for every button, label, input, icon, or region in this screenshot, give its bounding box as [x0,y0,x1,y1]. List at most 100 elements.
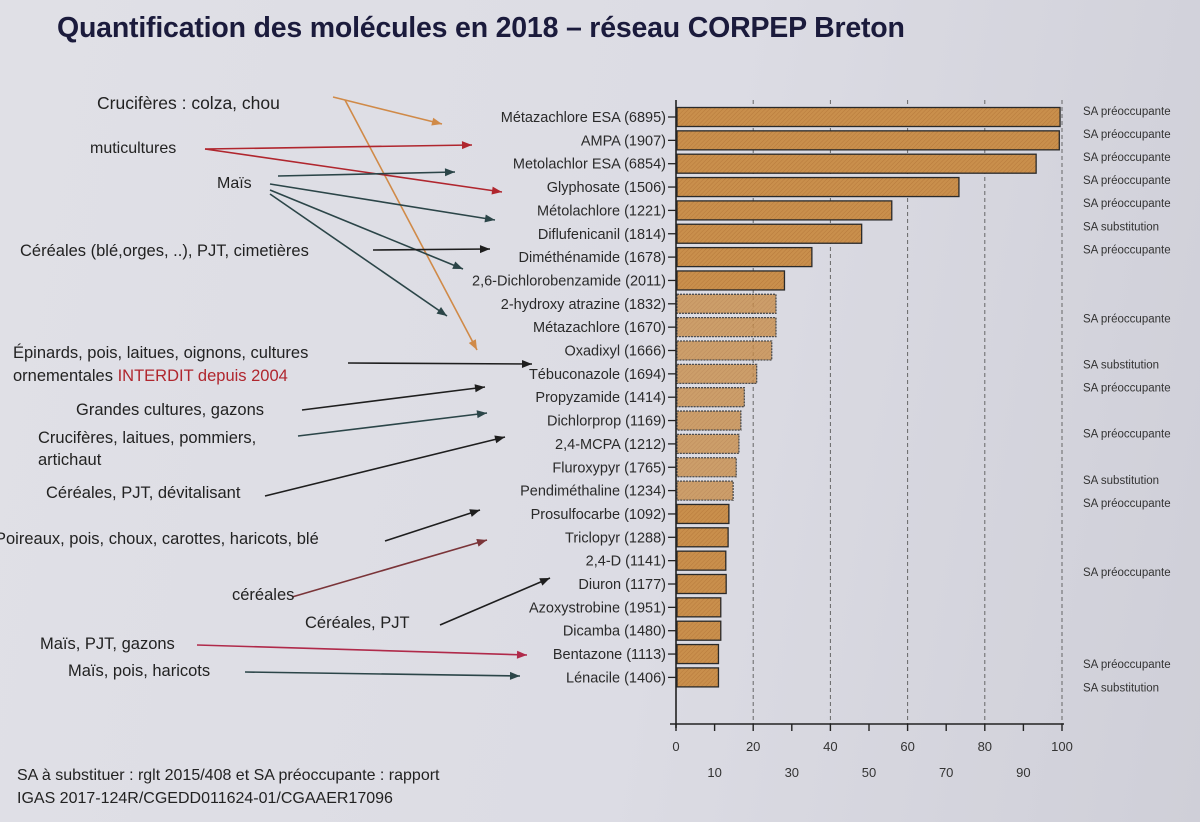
annotation-label: Maïs, PJT, gazons [40,635,175,653]
bar [676,433,740,455]
arrowhead-icon [521,359,532,368]
annotation-label: Céréales, PJT [305,614,410,632]
bar [676,153,1037,174]
annotation-line: ornementales INTERDIT depuis 2004 [13,365,308,388]
category-label: Diméthénamide (1678) [519,250,667,266]
arrow-line [204,144,473,150]
x-tick-label: 20 [746,739,760,754]
annotation-label: muticultures [90,140,177,157]
arrow-line [244,671,521,677]
category-label: Glyphosate (1506) [547,180,666,196]
bar [676,106,1061,128]
annotation-label: Maïs, pois, haricots [68,662,211,680]
bar [676,597,722,618]
bar [676,340,773,361]
arrow-line [372,248,491,251]
category-label: Métazachlore (1670) [533,320,666,336]
category-label: Bentazone (1113) [553,647,666,663]
arrow-line [347,362,533,365]
x-tick-label: 40 [823,739,837,754]
status-note: SA préoccupante [1083,198,1171,210]
x-tick-label: 80 [978,739,992,754]
category-label: Dicamba (1480) [563,624,666,640]
category-label: Lénacile (1406) [566,670,666,686]
category-label: Tébuconazole (1694) [529,367,666,383]
arrowhead-icon [494,435,505,444]
bar [676,573,727,595]
category-label: 2-hydroxy atrazine (1832) [501,297,666,313]
status-note: SA préoccupante [1083,244,1171,256]
arrow-line [344,99,478,351]
arrow-line [301,386,486,411]
arrowhead-icon [468,339,477,350]
bar [676,550,727,571]
category-label: 2,4-D (1141) [586,554,666,570]
category-label: Prosulfocarbe (1092) [531,507,666,523]
bar [676,620,722,641]
bar [676,527,729,548]
annotation-text: ornementales [13,367,118,385]
arrow-line [277,171,456,177]
bar [676,200,893,221]
bar [676,293,777,314]
status-note: SA préoccupante [1083,106,1171,118]
bar [676,316,777,338]
category-label: Oxadixyl (1666) [564,344,666,360]
bar [676,130,1060,151]
x-tick-label: 100 [1051,739,1073,754]
annotation-label: Crucifères, laitues, pommiers, artichaut [38,427,256,471]
x-tick-label: 50 [862,765,876,780]
category-label: 2,6-Dichlorobenzamide (2011) [472,273,666,289]
status-note: SA substitution [1083,360,1159,372]
arrow-line [291,539,488,598]
arrowhead-icon [509,671,520,680]
bar [676,410,742,431]
annotation-label: Maïs [217,175,252,192]
category-label: Métolachlore (1221) [537,203,666,219]
arrowhead-icon [461,141,472,150]
status-note: SA substitution [1083,221,1159,233]
status-note: SA préoccupante [1083,383,1171,395]
arrow-line [384,509,481,542]
arrowhead-icon [479,245,490,254]
category-label: Diuron (1177) [578,577,666,593]
arrow-line [204,148,503,193]
annotation-line: Épinards, pois, laitues, oignons, cultur… [13,344,309,362]
annotation-label: Crucifères : colza, chou [97,93,280,113]
annotation-warning: INTERDIT depuis 2004 [117,367,288,385]
annotation-label: Grandes cultures, gazons [76,401,265,419]
x-tick-label: 60 [900,739,914,754]
bar [676,387,745,408]
bar [676,363,758,385]
x-tick-label: 30 [785,765,799,780]
arrow-line [269,193,448,317]
x-tick-label: 90 [1016,765,1030,780]
source-line-1: SA à substituer : rglt 2015/408 et SA pr… [17,767,440,784]
category-label: 2,4-MCPA (1212) [555,437,666,453]
x-tick-label: 70 [939,765,953,780]
annotation-label: Épinards, pois, laitues, oignons, cultur… [13,342,308,388]
arrowhead-icon [476,410,487,419]
status-note: SA préoccupante [1083,567,1171,579]
arrow-line [196,644,528,656]
arrow-line [269,183,496,221]
arrowhead-icon [452,261,463,269]
arrowhead-icon [474,384,485,393]
bar [676,503,730,525]
bar [676,176,960,198]
bar [676,246,813,268]
bar [676,643,720,665]
category-label: Propyzamide (1414) [535,390,666,406]
bar [676,457,737,478]
status-note: SA préoccupante [1083,129,1171,141]
category-label: Azoxystrobine (1951) [529,600,666,616]
annotation-label: céréales [232,586,295,604]
status-note: SA substitution [1083,682,1159,694]
status-note: SA préoccupante [1083,498,1171,510]
category-label: Fluroxypyr (1765) [552,460,666,476]
source-line-2: IGAS 2017-124R/CGEDD011624-01/CGAAER1709… [17,790,393,807]
arrowhead-icon [484,214,495,223]
arrow-line [269,189,464,270]
status-note: SA préoccupante [1083,313,1171,325]
bar [676,480,734,501]
